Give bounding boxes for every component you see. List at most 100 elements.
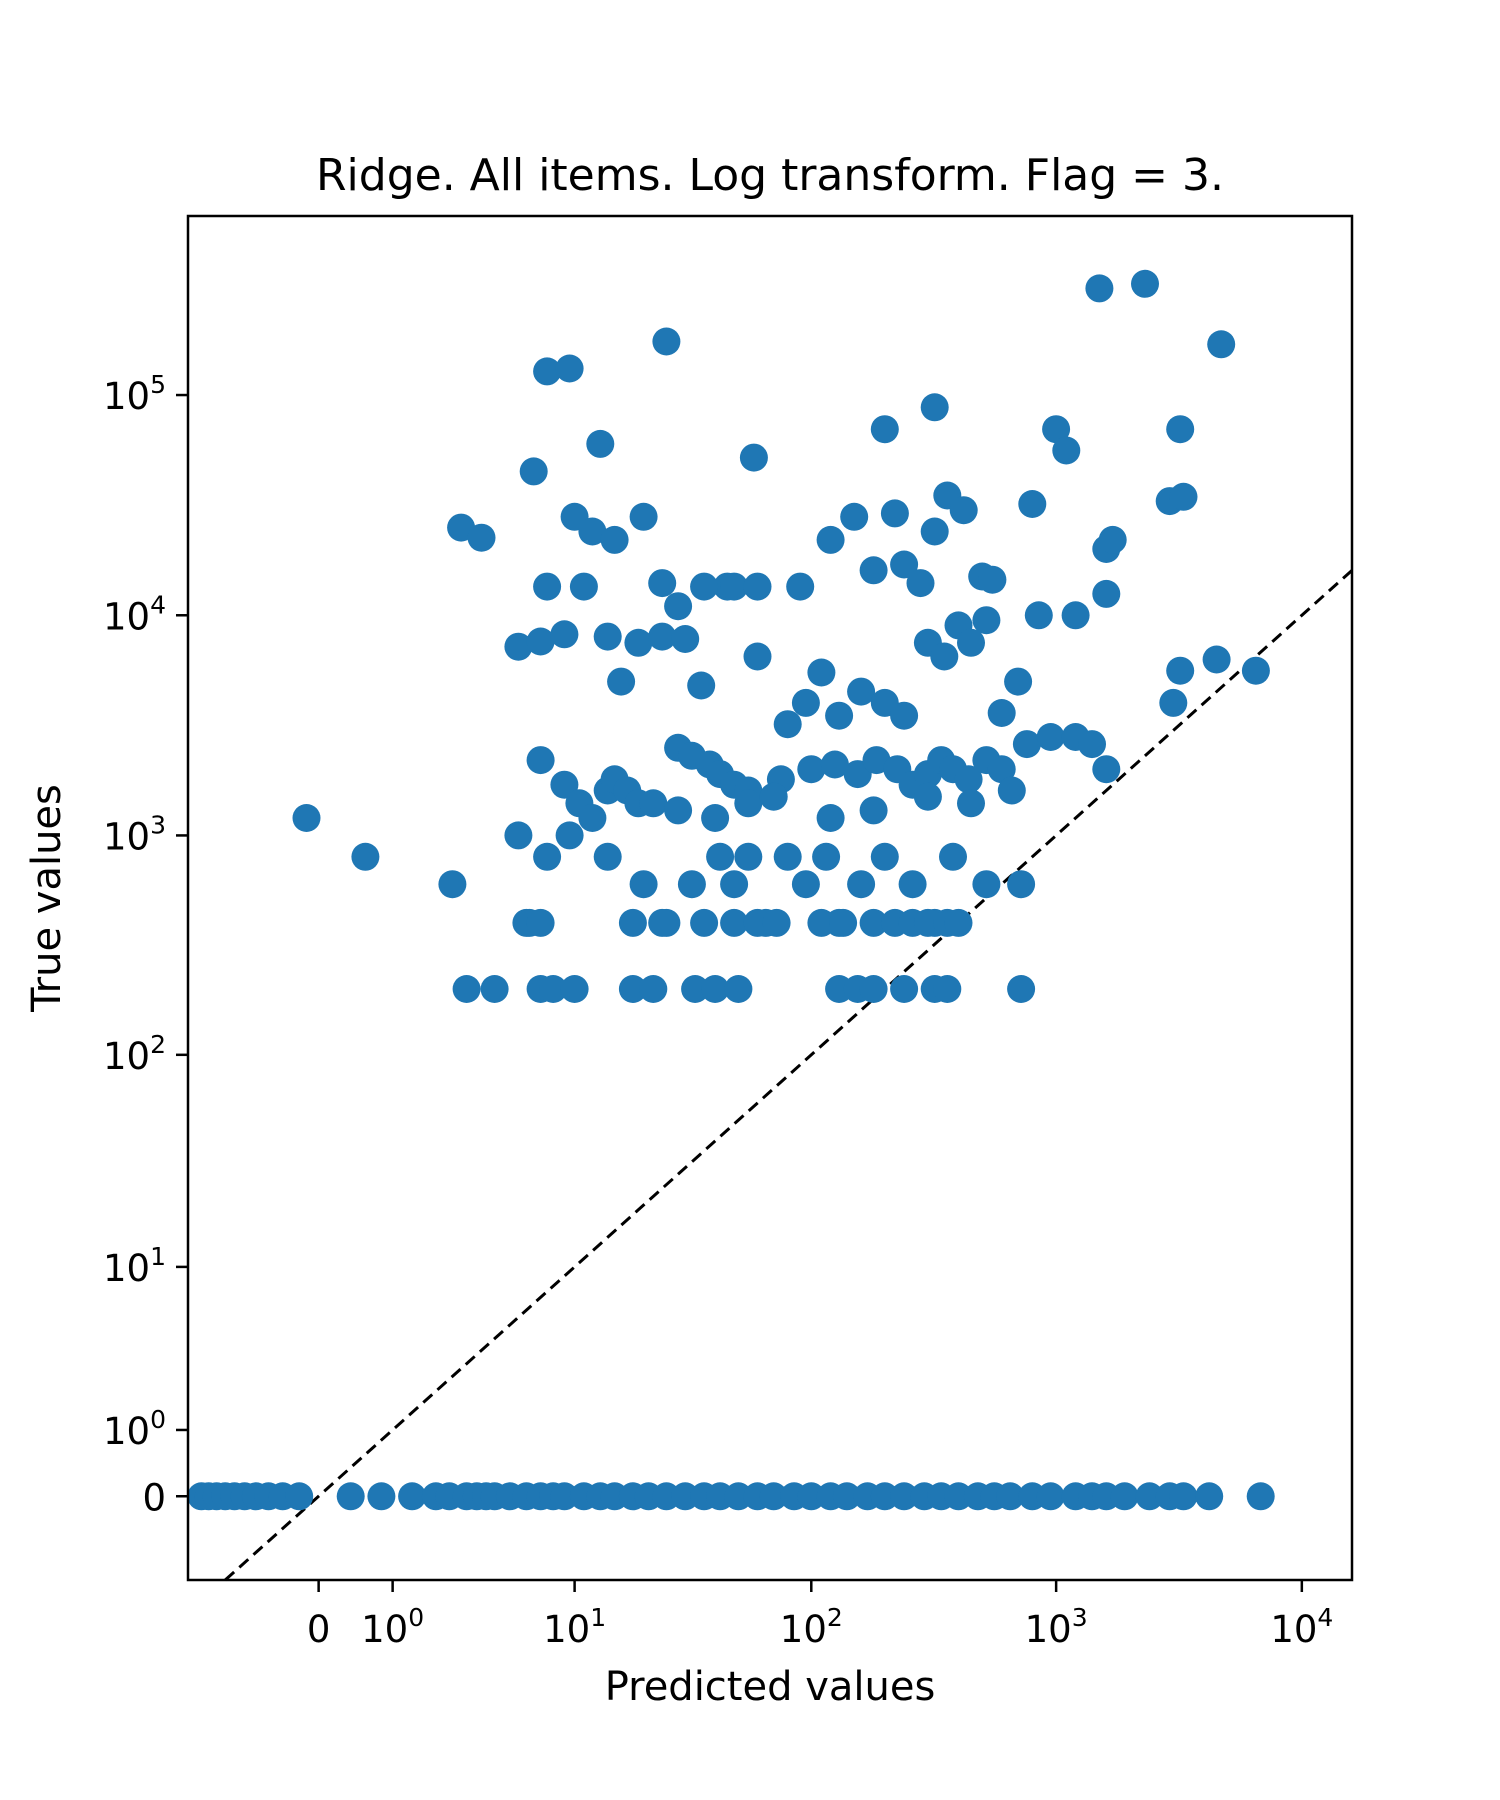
scatter-point xyxy=(1061,601,1090,630)
scatter-point xyxy=(1169,1482,1198,1511)
scatter-point xyxy=(1207,330,1236,359)
scatter-point xyxy=(987,699,1016,727)
y-tick-label: 100 xyxy=(103,1405,166,1453)
scatter-point xyxy=(1085,274,1114,303)
scatter-point xyxy=(807,908,836,937)
scatter-point xyxy=(687,671,716,700)
scatter-point xyxy=(467,523,496,552)
scatter-point xyxy=(539,975,568,1003)
scatter-point xyxy=(797,1482,826,1511)
scatter-point xyxy=(859,975,888,1003)
scatter-point xyxy=(533,842,562,871)
scatter-point xyxy=(624,628,653,657)
scatter-point xyxy=(398,1482,427,1511)
scatter-point xyxy=(701,975,730,1003)
scatter-point xyxy=(1098,525,1127,554)
identity-reference-line xyxy=(224,569,1354,1582)
scatter-point xyxy=(1042,415,1071,444)
scatter-point xyxy=(743,572,772,601)
scatter-point xyxy=(607,667,636,696)
scatter-point xyxy=(618,908,647,937)
y-tick-label: 105 xyxy=(103,370,166,418)
scatter-point xyxy=(773,710,802,739)
scatter-point xyxy=(987,755,1016,784)
scatter-point xyxy=(786,572,815,601)
scatter-point xyxy=(367,1482,396,1511)
x-tick-label: 104 xyxy=(1270,1603,1333,1651)
scatter-point xyxy=(569,572,598,601)
scatter-point xyxy=(759,782,788,811)
scatter-point xyxy=(550,770,579,799)
scatter-point xyxy=(677,870,706,899)
scatter-point xyxy=(648,569,677,598)
y-axis-ticks: 0 100 101 102 103 104 105 xyxy=(103,370,188,1519)
scatter-point xyxy=(526,627,555,656)
x-tick-label: 0 xyxy=(307,1608,331,1651)
scatter-point xyxy=(701,804,730,832)
scatter-point xyxy=(504,632,533,661)
scatter-point xyxy=(438,870,467,899)
scatter-point xyxy=(600,525,629,554)
scatter-point xyxy=(690,572,719,601)
scatter-point xyxy=(560,975,589,1003)
scatter-point xyxy=(629,502,658,531)
scatter-point xyxy=(829,908,858,937)
scatter-point xyxy=(906,569,935,598)
scatter-point xyxy=(859,908,888,937)
scatter-point xyxy=(820,750,849,779)
y-tick-label: 104 xyxy=(103,590,166,638)
scatter-point xyxy=(519,457,548,486)
y-axis-label: True values xyxy=(24,784,70,1013)
plot-area-frame xyxy=(186,214,1354,1582)
scatter-point xyxy=(859,556,888,585)
scatter-point xyxy=(593,622,622,651)
scatter-point xyxy=(920,393,949,422)
scatter-point xyxy=(292,804,321,832)
scatter-point xyxy=(797,755,826,784)
scatter-point xyxy=(1159,688,1188,717)
scatter-point xyxy=(996,1482,1025,1511)
scatter-point xyxy=(954,765,983,794)
scatter-point xyxy=(870,1482,899,1511)
scatter-point xyxy=(1131,269,1159,298)
scatter-point xyxy=(972,870,1001,899)
scatter-point xyxy=(812,842,841,871)
scatter-point xyxy=(351,842,380,871)
scatter-point xyxy=(1004,667,1033,696)
scatter-points xyxy=(187,269,1275,1511)
scatter-point xyxy=(920,517,949,546)
x-tick-label: 101 xyxy=(543,1603,606,1651)
scatter-point xyxy=(720,870,749,899)
scatter-point xyxy=(791,870,820,899)
scatter-point xyxy=(890,701,919,730)
scatter-point xyxy=(1202,645,1231,674)
scatter-point xyxy=(550,620,579,649)
scatter-point xyxy=(639,975,668,1003)
scatter-point xyxy=(825,701,854,730)
scatter-point xyxy=(1036,1482,1065,1511)
scatter-point xyxy=(1110,1482,1139,1511)
scatter-point xyxy=(452,975,481,1003)
scatter-point xyxy=(1007,870,1036,899)
scatter-point xyxy=(944,908,973,937)
scatter-point xyxy=(816,804,845,832)
scatter-point xyxy=(586,429,615,458)
scatter-point xyxy=(847,677,876,706)
scatter-point xyxy=(1135,1482,1164,1511)
scatter-point xyxy=(978,565,1007,594)
y-tick-label: 102 xyxy=(103,1030,166,1078)
scatter-point xyxy=(997,776,1026,805)
scatter-point xyxy=(664,592,693,621)
scatter-point xyxy=(671,625,700,653)
y-tick-label: 0 xyxy=(142,1476,166,1519)
scatter-point xyxy=(648,622,677,651)
scatter-point xyxy=(724,975,753,1003)
scatter-point xyxy=(690,908,719,937)
scatter-point xyxy=(949,496,978,525)
scatter-point xyxy=(1078,730,1106,759)
scatter-point xyxy=(762,908,791,937)
x-axis-ticks: 0 100 101 102 103 104 xyxy=(307,1580,1333,1651)
scatter-point xyxy=(939,842,967,871)
scatter-point xyxy=(890,1482,919,1511)
chart-title: Ridge. All items. Log transform. Flag = … xyxy=(316,150,1224,201)
